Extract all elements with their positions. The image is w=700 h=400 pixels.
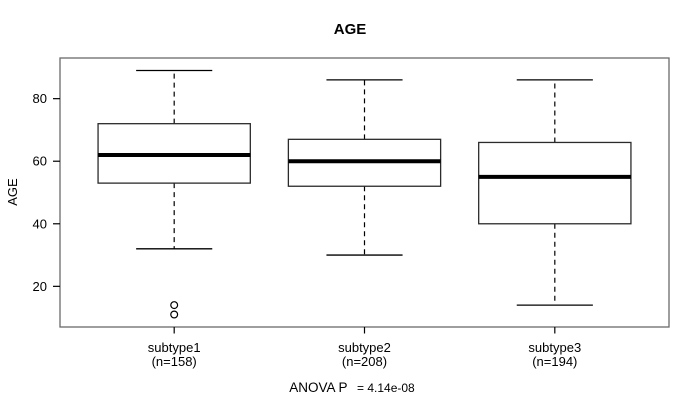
y-axis-title: AGE <box>5 178 20 206</box>
group-count-label: (n=158) <box>152 354 197 369</box>
plot-area: 20 40 60 80 subtype1(n=158) subtype2(n=208) su… <box>33 57 670 369</box>
y-tick-label: 20 <box>33 279 47 294</box>
group-label: subtype3 <box>528 340 581 355</box>
outlier-point <box>170 310 179 319</box>
anova-annotation: ANOVA P = 4.14e-08 <box>289 379 415 396</box>
chart-title: AGE <box>334 21 367 38</box>
y-tick-label: 80 <box>33 91 47 106</box>
iqr-box <box>478 141 632 225</box>
group-label: subtype2 <box>338 340 391 355</box>
group-count-label: (n=208) <box>342 354 387 369</box>
group-count-label: (n=194) <box>532 354 577 369</box>
y-tick-label: 60 <box>33 154 47 169</box>
anova-annotation-value: = 4.14e-08 <box>357 381 415 395</box>
group-label: subtype1 <box>148 340 201 355</box>
y-tick-label: 40 <box>33 216 47 231</box>
outlier-point <box>170 301 179 310</box>
anova-annotation-prefix: ANOVA P <box>289 380 347 395</box>
